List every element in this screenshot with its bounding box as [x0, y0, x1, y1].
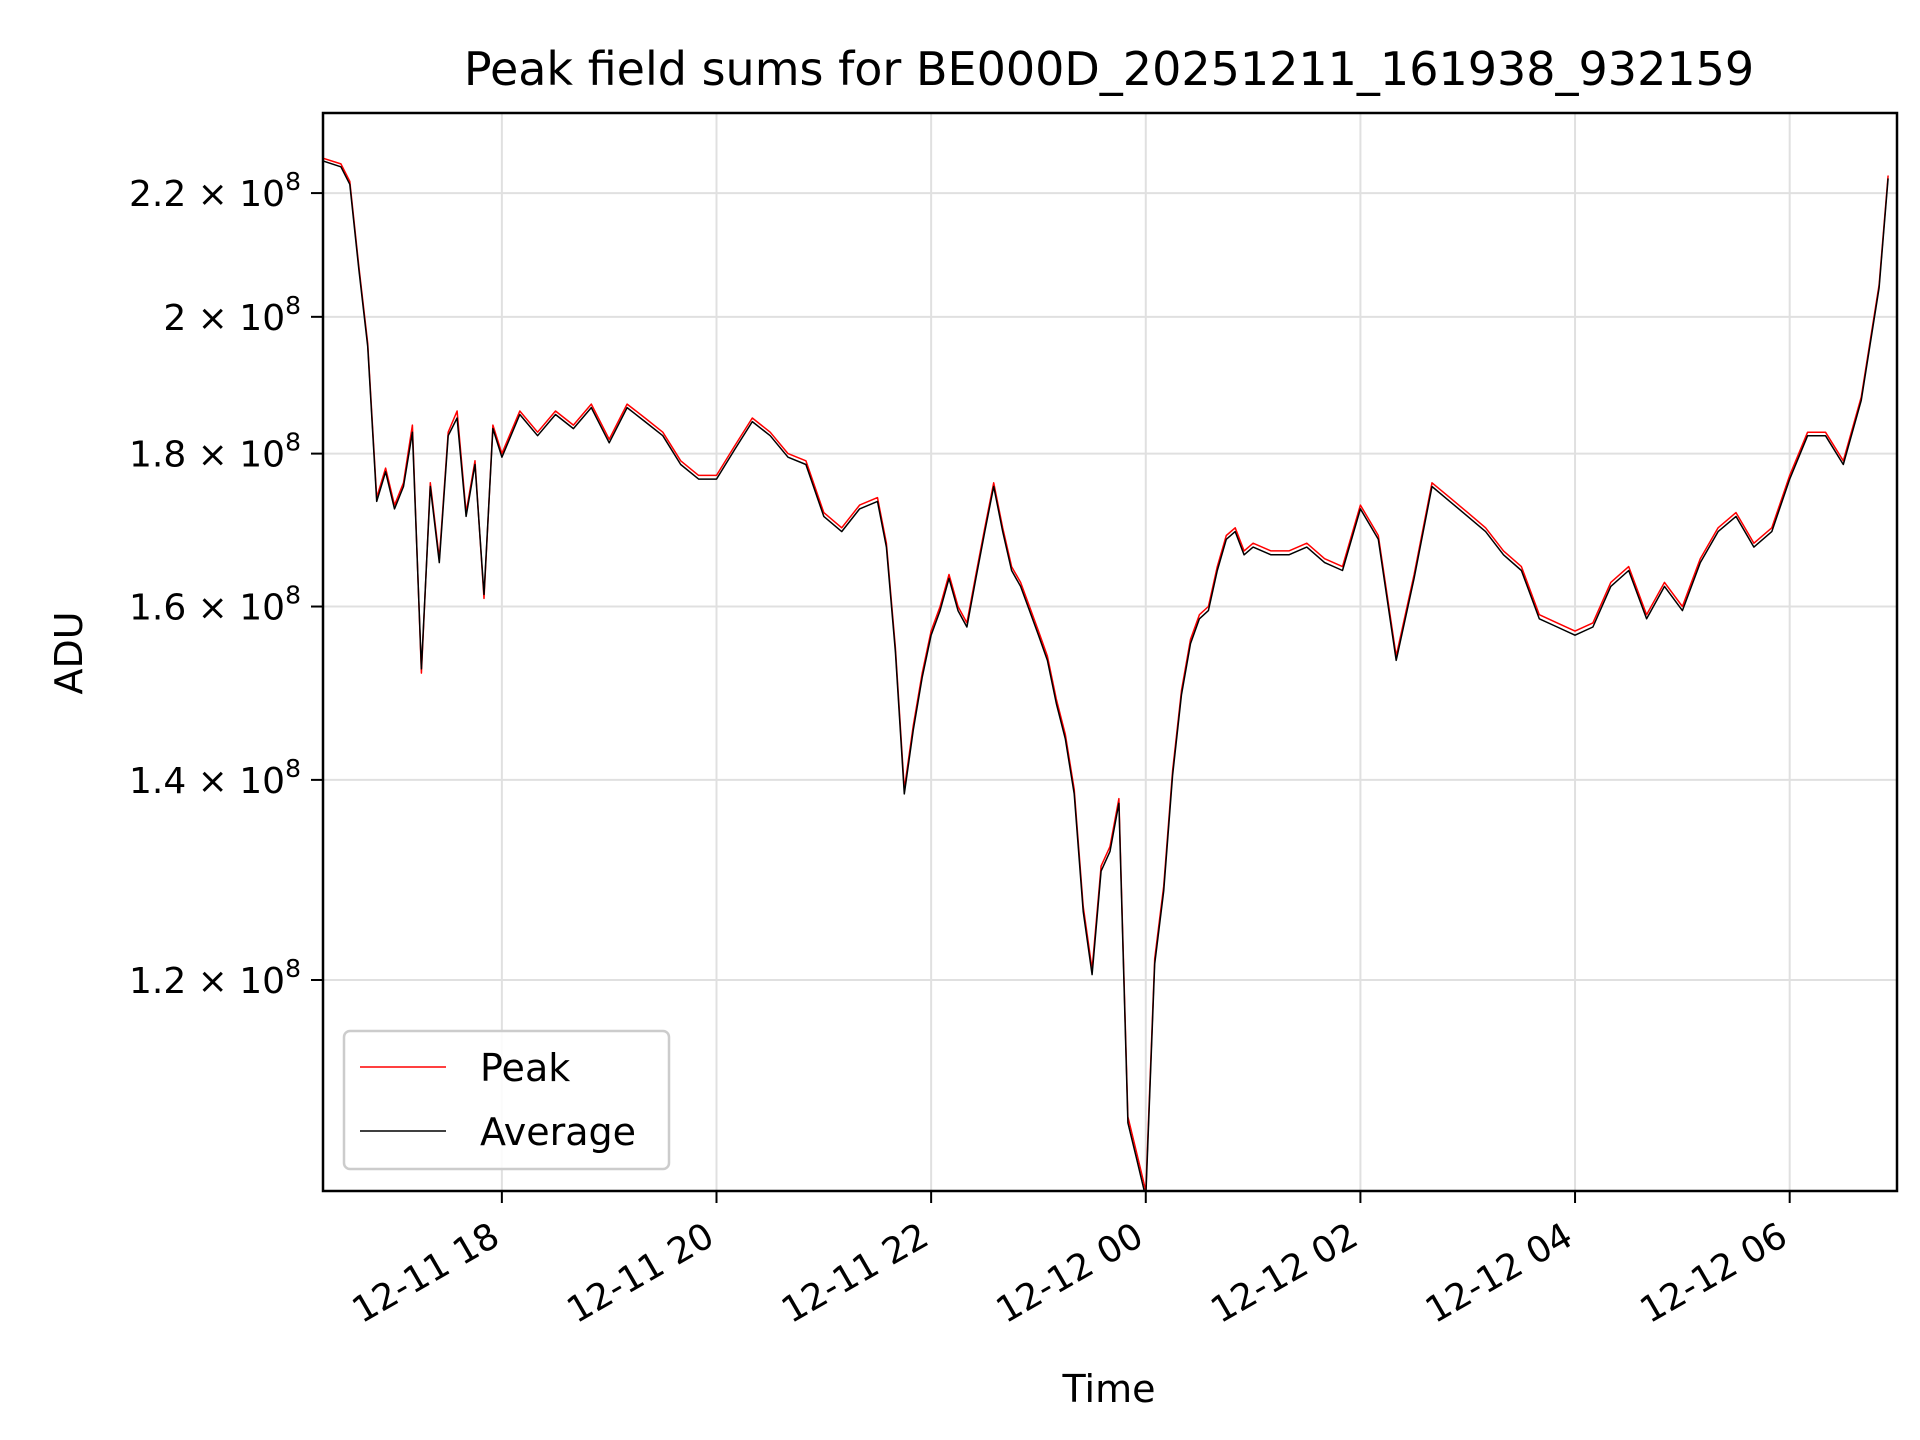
chart-title: Peak field sums for BE000D_20251211_1619… — [464, 42, 1754, 96]
plot-frame — [321, 111, 1899, 1193]
y-tick-label: 1.4 × 108 — [129, 754, 301, 802]
y-tick-label: 1.8 × 108 — [129, 428, 301, 476]
y-tick-label: 1.2 × 108 — [129, 954, 301, 1002]
legend-label-peak: Peak — [480, 1046, 570, 1090]
legend: Peak Average — [342, 1029, 671, 1171]
x-axis-label: Time — [1062, 1367, 1156, 1411]
y-axis-ticks: 1.2 × 108 1.4 × 108 1.6 × 108 1.8 × 108 2 × … — [129, 167, 323, 1002]
legend-box — [342, 1029, 671, 1171]
grid-lines — [323, 113, 1897, 1191]
legend-label-average: Average — [480, 1110, 636, 1154]
y-axis-label: ADU — [47, 611, 91, 694]
y-tick-label: 2.2 × 108 — [129, 167, 301, 215]
y-tick-label: 1.6 × 108 — [129, 581, 301, 629]
series-line-peak — [323, 157, 1889, 1191]
series-line-average — [323, 160, 1889, 1191]
series-lines — [323, 157, 1889, 1191]
y-tick-label: 2 × 108 — [163, 291, 301, 339]
